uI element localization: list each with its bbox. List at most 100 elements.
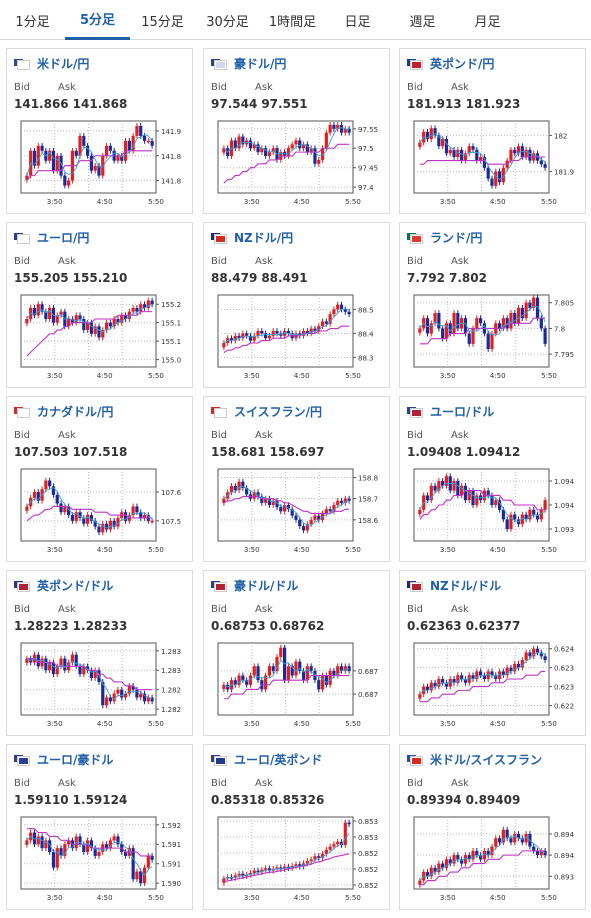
currency-card[interactable]: ユーロ/ドルBidAsk1.094081.094121.09451.0941.0… — [399, 396, 586, 562]
candle-body — [433, 313, 437, 324]
candle-body — [456, 313, 460, 329]
pair-name[interactable]: カナダドル/円 — [37, 404, 114, 419]
currency-card[interactable]: 米ドル/円BidAsk141.866141.868141.9141.85141.… — [6, 48, 193, 214]
currency-card[interactable]: 英ポンド/円 Bid Ask 181.913 181.923 182 181.9 3:50 4:… — [399, 48, 586, 214]
candle-body — [108, 697, 112, 702]
x-tick-label: 3:50 — [244, 720, 260, 728]
currency-card[interactable]: NZドル/円 Bid Ask 88.479 88.491 88.5 88.4 88.3 3:50… — [203, 222, 390, 388]
quote-values: 158.681 158.697 — [211, 445, 324, 459]
flag-icon — [406, 405, 423, 418]
quote-values: 0.62363 0.62377 — [407, 619, 520, 633]
pair-name[interactable]: スイスフラン/円 — [234, 404, 323, 419]
flag-icon — [13, 405, 30, 418]
bid-value: 158.681 — [211, 445, 266, 459]
currency-card[interactable]: ランド/円 Bid Ask 7.792 7.802 7.805 7.8 7.795 3:50 4:… — [399, 222, 586, 388]
x-tick-label: 4:50 — [294, 720, 310, 728]
candle-body — [260, 331, 264, 334]
candle-body — [264, 333, 268, 339]
tab-2[interactable]: 5分足 — [65, 0, 130, 40]
candle-body — [539, 850, 543, 856]
ask-label: Ask — [255, 604, 273, 615]
candle-body — [267, 335, 272, 339]
tab-1[interactable]: 1分足 — [15, 14, 50, 30]
candle-body — [444, 476, 449, 486]
currency-card[interactable]: 豪ドル/円 Bid Ask 97.544 97.551 97.55 97.5 97.45 97.… — [203, 48, 390, 214]
candle-body — [25, 506, 29, 511]
price-chart: 155.2 155.15 155.1 155.05 3:50 4:50 5:50 — [20, 294, 181, 380]
ask-label: Ask — [58, 604, 76, 615]
bid-value: 1.28223 — [14, 619, 69, 633]
currency-card[interactable]: スイスフラン/円 Bid Ask 158.681 158.697 158.8 158.7 15… — [203, 396, 390, 562]
bid-label: Bid — [211, 778, 227, 789]
candle-body — [222, 498, 226, 503]
bid-label: Bid — [14, 256, 30, 267]
candle-body — [305, 331, 309, 334]
pair-name[interactable]: ユーロ/英ポンド — [234, 752, 323, 767]
candle-body — [298, 661, 302, 671]
pair-name[interactable]: NZドル/ドル — [430, 578, 502, 593]
candle-body — [241, 333, 245, 339]
candle-body — [497, 500, 502, 510]
tab-7[interactable]: 週足 — [409, 14, 436, 30]
candle-body — [471, 146, 475, 150]
pair-name[interactable]: 豪ドル/ドル — [234, 578, 299, 593]
pair-header: 英ポンド/円 — [406, 55, 494, 71]
candle-body — [271, 148, 275, 153]
pair-name[interactable]: 豪ドル/円 — [234, 56, 287, 71]
pair-name[interactable]: 英ポンド/円 — [430, 56, 495, 71]
tab-5[interactable]: 1時間足 — [268, 14, 317, 30]
tab-3[interactable]: 15分足 — [141, 14, 184, 30]
pair-name[interactable]: ユーロ/ドル — [430, 404, 495, 419]
candle-body — [267, 498, 272, 505]
x-tick-label: 4:50 — [490, 198, 506, 206]
candle-body — [452, 149, 456, 157]
pair-name[interactable]: ランド/円 — [430, 230, 483, 245]
currency-card[interactable]: ユーロ/豪ドルBidAsk1.591101.591241.5921.59151.… — [6, 744, 193, 910]
candle-body — [535, 648, 540, 653]
candle-body — [501, 167, 505, 183]
candle-body — [51, 150, 56, 171]
pair-name[interactable]: 米ドル/円 — [37, 56, 90, 71]
tab-8[interactable]: 月足 — [474, 14, 501, 30]
pair-name[interactable]: ユーロ/豪ドル — [37, 752, 114, 767]
currency-card[interactable]: 米ドル/スイスフランBidAsk0.893940.894090.89450.89… — [399, 744, 586, 910]
tab-4[interactable]: 30分足 — [206, 14, 249, 30]
candle-body — [97, 526, 101, 533]
y-tick-label: 0.894 — [554, 852, 574, 860]
candle-body — [479, 671, 483, 676]
candle-body — [441, 863, 445, 868]
y-tick-label: 1.0945 — [554, 478, 574, 486]
currency-card[interactable]: NZドル/ドルBidAsk0.623630.623770.6240.62350.… — [399, 570, 586, 736]
candle-body — [486, 671, 490, 679]
pair-name[interactable]: NZドル/円 — [234, 230, 294, 245]
y-tick-label: 97.5 — [358, 145, 374, 153]
pair-name[interactable]: 米ドル/スイスフラン — [430, 752, 543, 767]
flag-icon — [13, 579, 30, 592]
currency-card[interactable]: ユーロ/円BidAsk155.205155.210155.2155.15155.… — [6, 222, 193, 388]
pair-name[interactable]: 英ポンド/ドル — [37, 578, 114, 593]
candle-body — [150, 140, 154, 146]
y-tick-label: 141.85 — [161, 153, 181, 161]
candle-body — [78, 315, 82, 319]
pair-name[interactable]: ユーロ/円 — [37, 230, 90, 245]
candle-body — [298, 519, 302, 527]
currency-card[interactable]: カナダドル/円 Bid Ask 107.503 107.518 107.6 107.5 3:5… — [6, 396, 193, 562]
currency-card[interactable]: ユーロ/英ポンドBidAsk0.853180.853260.85320.8530… — [203, 744, 390, 910]
currency-card[interactable]: 英ポンド/ドルBidAsk1.282231.282331.28351.2831.… — [6, 570, 193, 736]
candle-body — [89, 155, 93, 171]
candle-body — [32, 307, 37, 316]
moving-average-line — [419, 850, 546, 886]
quote-values: 7.792 7.802 — [407, 271, 487, 285]
candle-body — [93, 165, 97, 171]
candle-body — [139, 512, 143, 518]
candle-body — [283, 331, 287, 336]
tab-6[interactable]: 日足 — [344, 14, 371, 30]
candle-body — [264, 868, 268, 870]
ask-label: Ask — [451, 430, 469, 441]
y-tick-label: 0.6235 — [554, 665, 574, 673]
candle-body — [78, 135, 82, 156]
pair-header: NZドル/ドル — [406, 577, 501, 593]
ask-label: Ask — [451, 256, 469, 267]
candle-body — [437, 135, 441, 147]
